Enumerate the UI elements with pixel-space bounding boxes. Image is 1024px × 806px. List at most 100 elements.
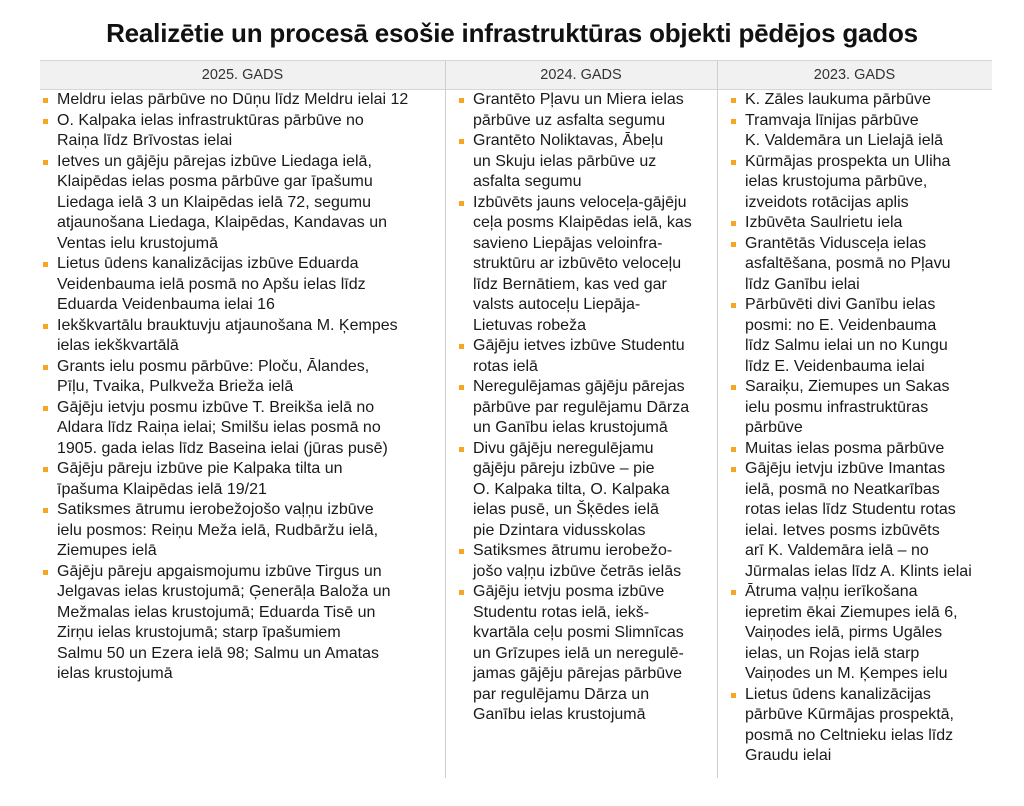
list-item: Gājēju ietvju posmu izbūve T. Breikša ie…	[42, 398, 442, 460]
list-item-text: Ātruma vaļņu ierīkošana iepretim ēkai Zi…	[745, 583, 958, 682]
list-item-text: Grants ielu posmu pārbūve: Ploču, Ālande…	[57, 357, 370, 396]
projects-table: 2025. GADS 2024. GADS 2023. GADS Meldru …	[40, 60, 992, 778]
list-item: Saraiķu, Ziemupes un Sakas ielu posmu in…	[730, 377, 992, 439]
list-item-text: Meldru ielas pārbūve no Dūņu līdz Meldru…	[57, 91, 409, 108]
list-item-text: Saraiķu, Ziemupes un Sakas ielu posmu in…	[745, 378, 950, 436]
list-item: Satiksmes ātrumu ierobežojošo vaļņu izbū…	[42, 500, 442, 562]
list-item-text: Iekškvartālu brauktuvju atjaunošana M. Ķ…	[57, 316, 398, 355]
bullet-icon	[43, 98, 48, 103]
list-item-text: Izbūvēta Saulrietu iela	[745, 214, 903, 231]
list-item: K. Zāles laukuma pārbūve	[730, 90, 992, 111]
list-item-text: Ietves un gājēju pārejas izbūve Liedaga …	[57, 152, 388, 252]
list-item: Kūrmājas prospekta un Uliha ielas krusto…	[730, 152, 992, 214]
bullet-icon	[43, 467, 48, 472]
bullet-icon	[43, 118, 48, 124]
list-item: Iekškvartālu brauktuvju atjaunošana M. Ķ…	[42, 316, 442, 357]
bullet-icon	[731, 467, 736, 472]
list-item: Divu gājēju neregulējamu gājēju pāreju i…	[458, 439, 720, 542]
bullet-icon	[731, 303, 736, 308]
bullet-icon	[43, 405, 48, 411]
list-item-text: Gājēju pāreju izbūve pie Kalpaka tilta u…	[57, 460, 343, 498]
bullet-icon	[459, 446, 464, 452]
bullet-icon	[43, 569, 48, 575]
list-item-text: Satiksmes ātrumu ierobežojošo vaļņu izbū…	[57, 501, 379, 559]
bullet-icon	[731, 385, 736, 390]
column-2025: Meldru ielas pārbūve no Dūņu līdz Meldru…	[42, 90, 442, 778]
list-item-text: Gājēju ietvju izbūve Imantas ielā, posmā…	[745, 460, 972, 580]
list-item-text: Grantēto Noliktavas, Ābeļu un Skuju iela…	[473, 132, 664, 190]
list-item: Grantēto Noliktavas, Ābeļu un Skuju iela…	[458, 131, 720, 193]
list-item: Grantētās Vidusceļa ielas asfaltēšana, p…	[730, 234, 992, 296]
list-item: Gājēju ietvju posma izbūve Studentu rota…	[458, 582, 720, 726]
list-item-text: Tramvaja līnijas pārbūve K. Valdemāra un…	[745, 111, 944, 150]
bullet-icon	[731, 692, 736, 698]
bullet-icon	[459, 344, 464, 349]
list-item-text: Gājēju ietvju posmu izbūve T. Breikša ie…	[57, 398, 388, 457]
project-list-2023: K. Zāles laukuma pārbūve Tramvaja līnijas…	[730, 90, 992, 767]
project-list-2024: Grantēto Pļavu un Miera ielas pārbūve uz…	[458, 90, 720, 726]
bullet-icon	[43, 323, 48, 329]
column-divider	[445, 60, 446, 778]
column-divider	[717, 60, 718, 778]
list-item-text: Izbūvēts jauns veloceļa-gājēju ceļa posm…	[473, 193, 692, 334]
list-item: Neregulējamas gājēju pārejas pārbūve par…	[458, 377, 720, 439]
bullet-icon	[459, 385, 464, 390]
bullet-icon	[731, 241, 736, 247]
list-item: Muitas ielas posma pārbūve	[730, 439, 992, 460]
list-item: O. Kalpaka ielas infrastruktūras pārbūve…	[42, 111, 442, 152]
list-item: Tramvaja līnijas pārbūve K. Valdemāra un…	[730, 111, 992, 152]
list-item-text: Satiksmes ātrumu ierobežo- jošo vaļņu iz…	[473, 542, 682, 580]
list-item-text: Divu gājēju neregulējamu gājēju pāreju i…	[473, 439, 670, 539]
list-item-text: K. Zāles laukuma pārbūve	[745, 91, 931, 108]
list-item-text: Lietus ūdens kanalizācijas pārbūve Kūrmā…	[745, 685, 954, 765]
list-item: Pārbūvēti divi Ganību ielas posmi: no E.…	[730, 295, 992, 377]
column-header-2024: 2024. GADS	[445, 60, 717, 90]
bullet-icon	[43, 159, 48, 165]
bullet-icon	[43, 508, 48, 513]
bullet-icon	[459, 98, 464, 103]
page-title: Realizētie un procesā esošie infrastrukt…	[106, 18, 918, 48]
list-item: Grants ielu posmu pārbūve: Ploču, Ālande…	[42, 357, 442, 398]
bullet-icon	[731, 590, 736, 595]
list-item-text: Gājēju ietvju posma izbūve Studentu rota…	[473, 583, 684, 723]
bullet-icon	[731, 221, 736, 226]
list-item-text: Grantēto Pļavu un Miera ielas pārbūve uz…	[473, 91, 684, 129]
list-item-text: Grantētās Vidusceļa ielas asfaltēšana, p…	[745, 234, 951, 293]
list-item: Ātruma vaļņu ierīkošana iepretim ēkai Zi…	[730, 582, 992, 685]
list-item-text: Lietus ūdens kanalizācijas izbūve Eduard…	[57, 255, 366, 313]
list-item-text: Gājēju ietves izbūve Studentu rotas ielā	[473, 337, 685, 375]
list-item-text: Kūrmājas prospekta un Uliha ielas krusto…	[745, 152, 951, 211]
list-item: Izbūvēts jauns veloceļa-gājēju ceļa posm…	[458, 193, 720, 337]
list-item: Lietus ūdens kanalizācijas pārbūve Kūrmā…	[730, 685, 992, 767]
list-item: Ietves un gājēju pārejas izbūve Liedaga …	[42, 152, 442, 255]
list-item: Grantēto Pļavu un Miera ielas pārbūve uz…	[458, 90, 720, 131]
project-list-2025: Meldru ielas pārbūve no Dūņu līdz Meldru…	[42, 90, 442, 685]
bullet-icon	[459, 549, 464, 554]
column-2023: K. Zāles laukuma pārbūve Tramvaja līnijas…	[730, 90, 992, 778]
list-item: Gājēju ietves izbūve Studentu rotas ielā	[458, 336, 720, 377]
bullet-icon	[731, 98, 736, 103]
list-item: Izbūvēta Saulrietu iela	[730, 213, 992, 234]
list-item: Gājēju ietvju izbūve Imantas ielā, posmā…	[730, 459, 992, 582]
list-item-text: O. Kalpaka ielas infrastruktūras pārbūve…	[57, 111, 364, 150]
list-item: Gājēju pāreju apgaismojumu izbūve Tirgus…	[42, 562, 442, 685]
column-2024: Grantēto Pļavu un Miera ielas pārbūve uz…	[458, 90, 720, 778]
list-item: Gājēju pāreju izbūve pie Kalpaka tilta u…	[42, 459, 442, 500]
bullet-icon	[43, 364, 48, 370]
bullet-icon	[731, 446, 736, 452]
list-item: Satiksmes ātrumu ierobežo- jošo vaļņu iz…	[458, 541, 720, 582]
bullet-icon	[459, 590, 464, 595]
bullet-icon	[731, 118, 736, 124]
list-item-text: Gājēju pāreju apgaismojumu izbūve Tirgus…	[57, 562, 391, 683]
column-header-2023: 2023. GADS	[717, 60, 992, 90]
bullet-icon	[43, 262, 48, 267]
bullet-icon	[459, 139, 464, 144]
list-item-text: Neregulējamas gājēju pārejas pārbūve par…	[473, 378, 690, 436]
list-item-text: Pārbūvēti divi Ganību ielas posmi: no E.…	[745, 296, 948, 375]
list-item: Meldru ielas pārbūve no Dūņu līdz Meldru…	[42, 90, 442, 111]
bullet-icon	[459, 200, 464, 206]
list-item-text: Muitas ielas posma pārbūve	[745, 439, 945, 457]
bullet-icon	[731, 159, 736, 165]
list-item: Lietus ūdens kanalizācijas izbūve Eduard…	[42, 254, 442, 316]
column-header-2025: 2025. GADS	[40, 60, 445, 90]
